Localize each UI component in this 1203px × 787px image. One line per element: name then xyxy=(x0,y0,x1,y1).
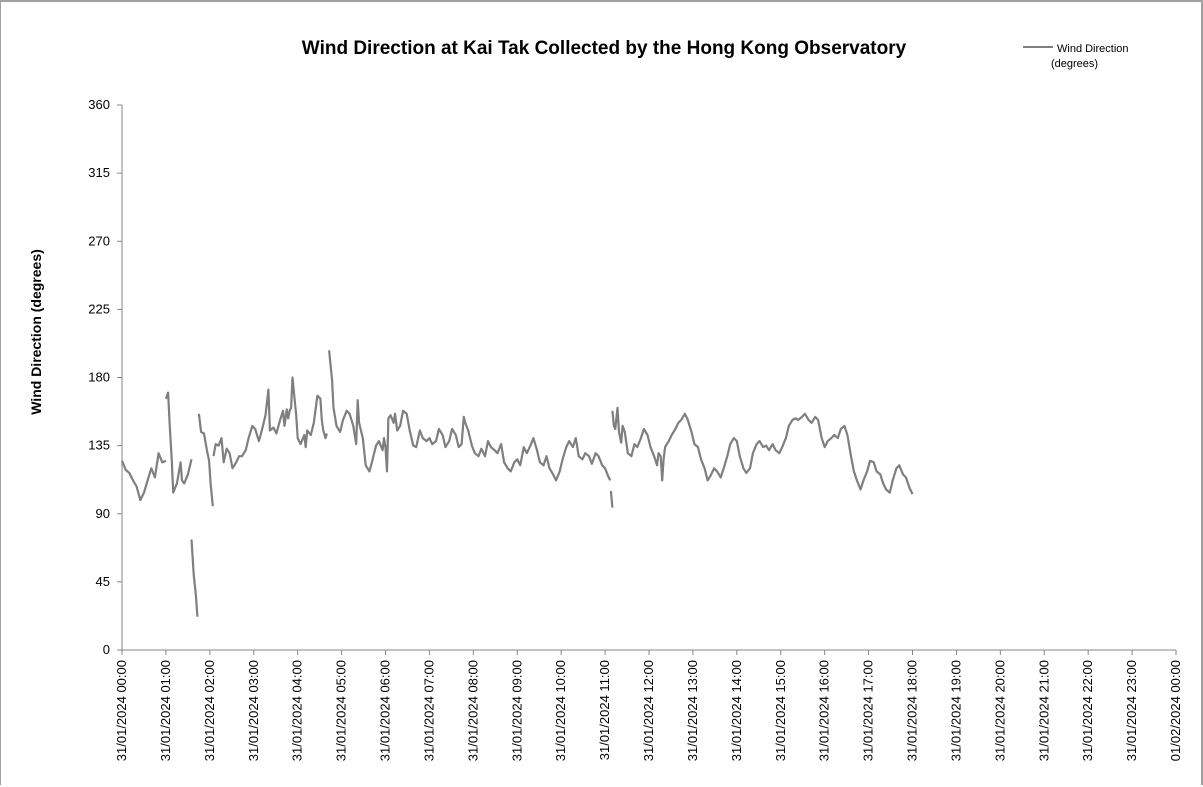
x-tick-label: 31/01/2024 18:00 xyxy=(905,660,920,761)
legend: Wind Direction (degrees) xyxy=(1023,43,1129,70)
x-tick-label: 31/01/2024 02:00 xyxy=(202,660,217,761)
x-tick-label: 31/01/2024 08:00 xyxy=(465,660,480,761)
x-tick-label: 31/01/2024 20:00 xyxy=(992,660,1007,761)
series-line-segment xyxy=(328,350,612,482)
x-tick-label: 31/01/2024 00:00 xyxy=(114,660,129,761)
x-tick-label: 31/01/2024 13:00 xyxy=(685,660,700,761)
y-tick-label: 135 xyxy=(88,438,110,453)
series-line-segment xyxy=(164,391,193,494)
x-tick-label: 01/02/2024 00:00 xyxy=(1168,660,1183,761)
y-tick-label: 0 xyxy=(103,642,110,657)
x-tick-label: 31/01/2024 06:00 xyxy=(378,660,393,761)
x-tick-label: 31/01/2024 17:00 xyxy=(861,660,876,761)
x-tick-label: 31/01/2024 01:00 xyxy=(158,660,173,761)
x-tick-label: 31/01/2024 05:00 xyxy=(334,660,349,761)
legend-label-line: Wind Direction xyxy=(1057,43,1129,55)
x-tick-label: 31/01/2024 22:00 xyxy=(1080,660,1095,761)
y-tick-label: 225 xyxy=(88,301,110,316)
series-line-segment xyxy=(197,413,214,507)
x-tick-group: 31/01/2024 00:00 31/01/2024 01:00 31/01/20… xyxy=(114,650,1183,761)
x-tick-label: 31/01/2024 07:00 xyxy=(421,660,436,761)
series-line-segment xyxy=(120,452,167,502)
series-line-segment xyxy=(212,376,328,470)
x-tick-label: 31/01/2024 19:00 xyxy=(948,660,963,761)
y-tick-label: 315 xyxy=(88,165,110,180)
series-line-segment xyxy=(190,539,199,617)
legend-label: Wind Direction (degrees) xyxy=(1051,43,1129,70)
x-tick-label: 31/01/2024 23:00 xyxy=(1124,660,1139,761)
x-tick-label: 31/01/2024 15:00 xyxy=(773,660,788,761)
y-tick-label: 360 xyxy=(88,97,110,112)
x-tick-label: 31/01/2024 14:00 xyxy=(729,660,744,761)
x-tick-label: 31/01/2024 03:00 xyxy=(246,660,261,761)
series-group xyxy=(120,350,914,617)
x-tick-label: 31/01/2024 10:00 xyxy=(553,660,568,761)
legend-label-line: (degrees) xyxy=(1051,58,1098,70)
chart-title: Wind Direction at Kai Tak Collected by t… xyxy=(302,38,907,59)
y-axis-label: Wind Direction (degrees) xyxy=(28,249,44,415)
x-tick-label: 31/01/2024 04:00 xyxy=(290,660,305,761)
x-tick-label: 31/01/2024 11:00 xyxy=(597,660,612,760)
x-tick-label: 31/01/2024 12:00 xyxy=(641,660,656,761)
x-tick-label: 31/01/2024 21:00 xyxy=(1036,660,1051,761)
y-tick-group: 0 45 90 135 180 225 270 315 360 xyxy=(88,97,122,657)
x-tick-label: 31/01/2024 16:00 xyxy=(817,660,832,761)
series-line-segment xyxy=(609,490,614,508)
y-tick-label: 45 xyxy=(96,574,110,589)
series-line-segment xyxy=(611,406,914,495)
y-tick-label: 180 xyxy=(88,370,110,385)
x-tick-label: 31/01/2024 09:00 xyxy=(509,660,524,761)
y-tick-label: 270 xyxy=(88,233,110,248)
y-tick-label: 90 xyxy=(96,506,110,521)
